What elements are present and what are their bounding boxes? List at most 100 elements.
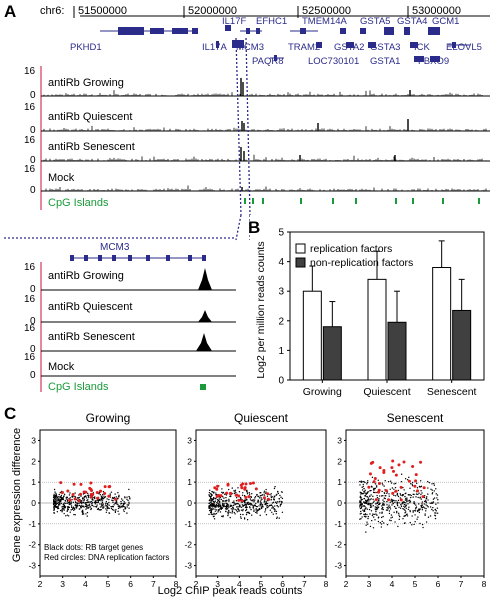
scatter-point-replication [107, 485, 111, 489]
scatter-point [245, 509, 248, 511]
scatter-point-replication [399, 498, 403, 502]
scatter-point [105, 511, 108, 514]
scatter-point [86, 497, 88, 499]
scatter-point [63, 502, 66, 504]
scatter-point [361, 489, 364, 491]
scatter-point [231, 512, 233, 514]
scatter-point [76, 506, 78, 508]
scatter-point [263, 501, 265, 503]
scatter-point [377, 520, 380, 523]
scatter-point [360, 496, 362, 499]
scatter-point [270, 499, 273, 501]
scatter-point [398, 512, 400, 514]
scatter-xtick-label: 6 [436, 579, 441, 589]
scatter-point [420, 493, 422, 496]
scatter-point [87, 492, 89, 495]
scatter-point [227, 505, 229, 508]
scatter-point [369, 502, 372, 505]
scatter-point [208, 509, 211, 512]
scatter-point [388, 493, 390, 495]
signal-traces [43, 78, 487, 191]
scatter-point-replication [421, 495, 425, 499]
scatter-point [279, 505, 281, 507]
scatter-point [244, 502, 246, 504]
scatter-point [108, 501, 110, 504]
scatter-point [363, 515, 366, 518]
scatter-point [378, 495, 381, 497]
scatter-point [393, 505, 396, 508]
scatter-ytick-label: 0 [187, 498, 192, 508]
scatter-point-replication [90, 488, 94, 492]
scatter-point [112, 496, 114, 499]
scatter-point [400, 480, 403, 483]
scatter-point [221, 502, 224, 504]
scatter-point [433, 482, 435, 485]
gene-label: EFHC1 [256, 16, 287, 27]
scatter-point [53, 505, 56, 508]
scatter-ytick-label: -2 [334, 540, 342, 550]
scatter-point [224, 500, 227, 502]
scatter-point [359, 504, 362, 506]
scatter-point [55, 494, 58, 497]
scatter-point [383, 497, 386, 499]
scatter-xlabel: Log2 ChIP peak reads counts [158, 585, 303, 597]
gene-label: ELOVL5 [446, 42, 482, 53]
scatter-point [208, 491, 211, 494]
scatter-point [225, 504, 228, 507]
scatter-point-replication [399, 485, 403, 489]
scatter-point [426, 505, 428, 507]
scatter-point [234, 508, 236, 511]
scatter-point [360, 510, 362, 513]
scatter-point [412, 496, 414, 498]
scatter-ytick-label: 1 [187, 477, 192, 487]
scatter-point [106, 505, 109, 508]
scatter-point [275, 517, 278, 520]
scatter-point [106, 503, 109, 506]
scatter-point-replication [397, 463, 401, 467]
scatter-point [262, 494, 264, 496]
scatter-point-replication [243, 487, 247, 491]
scatter-point [63, 509, 65, 511]
scatter-point [85, 496, 87, 498]
track-max: 16 [24, 135, 36, 146]
scatter-point [436, 494, 439, 496]
scatter-point [121, 506, 123, 508]
scatter-point [431, 483, 433, 485]
scatter-point [411, 481, 414, 484]
scatter-point-replication [73, 497, 77, 501]
scatter-point [74, 492, 76, 494]
scatter-point [223, 497, 225, 499]
scatter-point [396, 504, 399, 507]
scatter-point [386, 492, 388, 494]
scatter-point-replication [68, 498, 72, 502]
scatter-point [115, 501, 117, 504]
scatter-point [381, 505, 383, 507]
scatter-point [81, 501, 83, 503]
scatter-point [267, 506, 269, 509]
scatter-point [265, 488, 267, 491]
scatter-point [383, 500, 385, 503]
scatter-point [372, 491, 375, 494]
scatter-point [100, 505, 103, 507]
scatter-point [117, 505, 120, 508]
scatter-point [106, 498, 108, 500]
scatter-point [242, 513, 244, 516]
scatter-xtick-label: 6 [280, 579, 285, 589]
scatter-point [253, 499, 255, 501]
scatter-point [221, 515, 223, 517]
track-min: 0 [30, 155, 36, 166]
scatter-point [210, 501, 212, 504]
scatter-point [105, 508, 107, 510]
scatter-point [376, 502, 379, 505]
scatter-point [124, 496, 126, 498]
scatter-point [221, 488, 223, 490]
scatter-point [383, 503, 385, 505]
scatter-point [380, 526, 383, 528]
scatter-point [122, 509, 125, 511]
scatter-point [242, 492, 244, 494]
scatter-point [60, 494, 63, 497]
scatter-point [425, 502, 428, 504]
scatter-point [370, 504, 372, 507]
scatter-point [114, 511, 117, 514]
scatter-point [372, 505, 374, 507]
